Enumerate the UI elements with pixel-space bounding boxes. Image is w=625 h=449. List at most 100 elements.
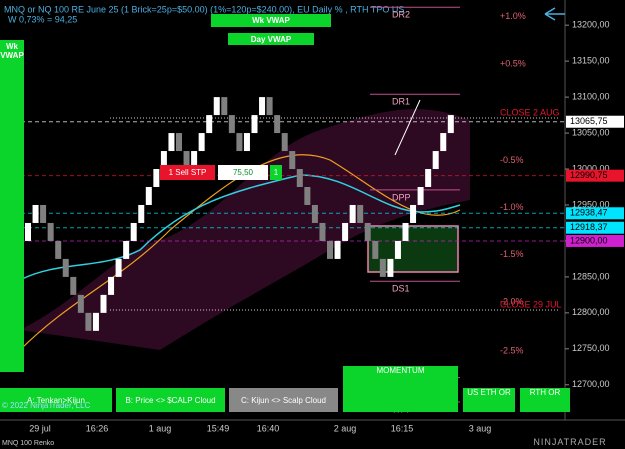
brick xyxy=(108,276,115,295)
percent-label: -1.5% xyxy=(500,249,524,259)
order-pnl: 75,50 xyxy=(218,165,268,180)
brick xyxy=(410,204,417,223)
brick xyxy=(402,222,409,241)
pivot-label: DS1 xyxy=(392,284,410,294)
pivot-label: DR2 xyxy=(392,10,410,20)
x-tick-label: 1 aug xyxy=(149,423,172,433)
arrow xyxy=(394,99,421,156)
x-tick-label: 16:26 xyxy=(86,423,109,433)
brick xyxy=(432,151,439,170)
percent-label: -0.5% xyxy=(500,155,524,165)
brick xyxy=(281,133,288,152)
brick xyxy=(198,133,205,152)
pivot-label: DPP xyxy=(392,192,411,202)
rth-button[interactable]: RTH OR xyxy=(520,388,570,412)
brick xyxy=(115,258,122,277)
brick xyxy=(387,258,394,277)
brick xyxy=(311,204,318,223)
price-marker xyxy=(566,115,624,128)
brick xyxy=(342,222,349,241)
brick xyxy=(327,240,333,259)
y-tick-label: 13200,00 xyxy=(572,20,610,30)
brick xyxy=(266,97,273,116)
instrument-footer: MNQ 100 Renko xyxy=(2,439,55,447)
button-a[interactable]: A: Tenkan>Kijun xyxy=(0,388,112,412)
momentum-box: MOMENTUM xyxy=(343,366,458,412)
brick xyxy=(100,294,107,313)
brick xyxy=(92,312,99,331)
y-tick-label: 13050,00 xyxy=(572,127,610,137)
brick xyxy=(168,133,175,152)
brick xyxy=(274,115,281,134)
brick xyxy=(357,204,364,223)
close-label: CLOSE 29 JUL xyxy=(500,299,562,309)
x-tick-label: 29 jul xyxy=(29,423,51,433)
brick xyxy=(77,294,84,313)
y-tick-label: 12850,00 xyxy=(572,271,610,281)
price-marker-label: 13065,75 xyxy=(570,116,608,126)
y-tick-label: 12950,00 xyxy=(572,199,610,209)
back-icon[interactable] xyxy=(544,7,565,21)
button-c[interactable]: C: Kijun <> Scalp Cloud xyxy=(229,388,338,412)
order-label[interactable]: 1 Sell STP xyxy=(160,165,215,180)
brick xyxy=(206,115,213,134)
us-eth-button[interactable]: US ETH OR xyxy=(463,388,515,412)
brick xyxy=(372,240,379,259)
brick xyxy=(349,204,356,223)
price-marker xyxy=(566,207,624,220)
x-tick-label: 2 aug xyxy=(334,423,357,433)
y-tick-label: 13000,00 xyxy=(572,163,610,173)
brick xyxy=(32,204,39,223)
brick xyxy=(440,133,447,152)
tenkan-line xyxy=(19,174,461,281)
price-marker-label: 12900,00 xyxy=(570,235,608,245)
brick xyxy=(183,151,190,170)
price-marker xyxy=(566,169,624,182)
brick xyxy=(243,133,250,152)
brick xyxy=(145,187,152,205)
brick xyxy=(364,222,371,241)
price-marker-label: 12990,75 xyxy=(570,170,608,180)
percent-label: +1.0% xyxy=(500,11,526,21)
brick xyxy=(70,276,77,295)
brick xyxy=(191,151,198,170)
brick xyxy=(123,240,130,259)
brick xyxy=(213,97,220,116)
cloud xyxy=(20,109,470,350)
brick xyxy=(425,169,432,188)
brick xyxy=(176,133,182,152)
price-marker xyxy=(566,221,624,234)
percent-label: -2.0% xyxy=(500,296,524,306)
y-tick-label: 12700,00 xyxy=(572,379,610,389)
price-marker-label: 12938,47 xyxy=(570,208,608,218)
pivot-label: DR1 xyxy=(392,97,410,107)
brick xyxy=(236,133,243,152)
y-tick-label: 13100,00 xyxy=(572,91,610,101)
brick xyxy=(304,187,311,205)
percent-label: +0.5% xyxy=(500,58,526,68)
brick xyxy=(138,204,145,223)
brick xyxy=(25,222,31,241)
left-vwap-bar: Wk VWAP xyxy=(0,40,24,372)
x-tick-label: 16:40 xyxy=(257,423,280,433)
brick xyxy=(85,312,92,331)
brick xyxy=(251,115,258,134)
brick xyxy=(62,258,69,277)
percent-label: -1.0% xyxy=(500,202,524,212)
logo: NINJATRADER xyxy=(533,436,607,447)
x-tick-label: 16:15 xyxy=(391,423,414,433)
brick xyxy=(447,115,454,134)
brick xyxy=(47,222,54,241)
brick xyxy=(289,151,296,170)
header-title: MNQ or NQ 100 RE June 25 (1 Brick=25p=$5… xyxy=(4,4,404,14)
y-tick-label: 12800,00 xyxy=(572,307,610,317)
price-marker-label: 12918,37 xyxy=(570,222,608,232)
button-b[interactable]: B: Price <> $CALP Cloud xyxy=(116,388,225,412)
brick xyxy=(160,151,167,170)
brick xyxy=(259,97,266,116)
x-tick-label: 15:49 xyxy=(207,423,230,433)
order-qty: 1 xyxy=(270,165,282,180)
y-tick-label: 13150,00 xyxy=(572,56,610,66)
brick xyxy=(40,204,47,223)
